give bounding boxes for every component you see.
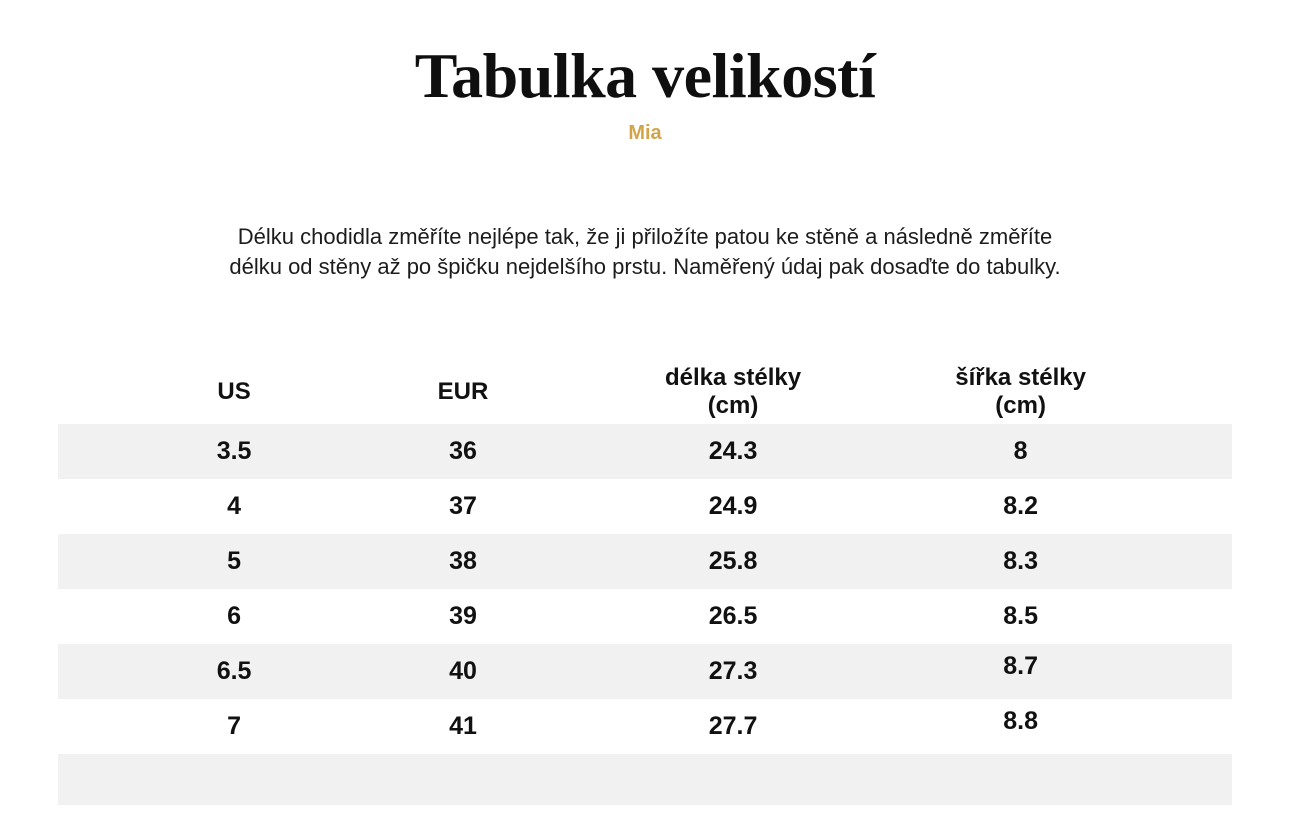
- cell-insole-length: 27.3: [708, 657, 758, 685]
- cell-eur: 39: [449, 602, 477, 630]
- cell-insole-length: 25.8: [708, 547, 758, 575]
- cell-us: 4: [227, 492, 242, 520]
- table-row: 7 41 27.7 8.8: [58, 699, 1232, 754]
- cell-eur: 36: [449, 437, 477, 465]
- column-header-insole-length: délka stélky (cm): [515, 360, 951, 424]
- cell-eur: 38: [449, 547, 477, 575]
- table-row: 5 38 25.8 8.3: [58, 534, 1232, 589]
- cell-eur: 37: [449, 492, 477, 520]
- measuring-instructions: Délku chodidla změříte nejlépe tak, že j…: [0, 222, 1290, 282]
- size-table-body: 3.5 36 24.3 8 4 37 24.9 8.2 5 38 25.8 8.…: [58, 424, 1232, 805]
- column-header-insole-width: šířka stélky (cm): [950, 360, 1232, 424]
- table-row: 3.5 36 24.3 8: [58, 424, 1232, 479]
- empty-cell: [410, 754, 516, 805]
- cell-us: 6.5: [216, 657, 252, 685]
- instructions-line-1: Délku chodidla změříte nejlépe tak, že j…: [237, 224, 1053, 249]
- column-header-insole-width-label: šířka stélky: [955, 364, 1086, 391]
- cell-insole-length: 26.5: [708, 602, 758, 630]
- column-header-eur-label: EUR: [437, 378, 489, 405]
- cell-eur: 40: [449, 657, 477, 685]
- empty-cell: [516, 754, 950, 805]
- cell-insole-width: 8.2: [1003, 492, 1038, 520]
- empty-cell: [58, 754, 410, 805]
- cell-insole-length: 27.7: [708, 712, 758, 740]
- cell-us: 7: [227, 712, 242, 740]
- empty-row: [58, 754, 1232, 805]
- cell-insole-width: 8.5: [1003, 602, 1038, 630]
- product-name-subtitle: Mia: [628, 122, 662, 144]
- cell-us: 6: [227, 602, 242, 630]
- table-row: 4 37 24.9 8.2: [58, 479, 1232, 534]
- cell-eur: 41: [449, 712, 477, 740]
- column-header-insole-length-unit: (cm): [707, 392, 759, 419]
- column-header-eur: EUR: [410, 360, 516, 424]
- instructions-line-2: délku od stěny až po špičku nejdelšího p…: [229, 254, 1061, 279]
- column-header-insole-width-unit: (cm): [995, 392, 1046, 419]
- size-table-header: US EUR délka stélky (cm) šířka stélky (c…: [58, 360, 1232, 424]
- cell-us: 3.5: [216, 437, 252, 465]
- column-header-us-label: US: [217, 378, 251, 405]
- column-header-insole-length-label: délka stélky: [664, 364, 802, 391]
- table-row: 6.5 40 27.3 8.7: [58, 644, 1232, 699]
- cell-us: 5: [227, 547, 242, 575]
- column-header-us: US: [58, 360, 411, 424]
- cell-insole-length: 24.3: [708, 437, 758, 465]
- cell-insole-length: 24.9: [708, 492, 758, 520]
- size-table-container: US EUR délka stélky (cm) šířka stélky (c…: [58, 360, 1232, 805]
- header-row: US EUR délka stélky (cm) šířka stélky (c…: [58, 360, 1232, 424]
- empty-cell: [950, 754, 1232, 805]
- cell-insole-width: 8.3: [1003, 547, 1038, 575]
- cell-insole-width: 8: [1013, 437, 1028, 465]
- cell-insole-width: 8.8: [1003, 707, 1038, 735]
- page-title: Tabulka velikostí: [414, 40, 876, 111]
- size-table: US EUR délka stélky (cm) šířka stélky (c…: [58, 360, 1232, 805]
- cell-insole-width: 8.7: [1003, 652, 1038, 680]
- table-row: 6 39 26.5 8.5: [58, 589, 1232, 644]
